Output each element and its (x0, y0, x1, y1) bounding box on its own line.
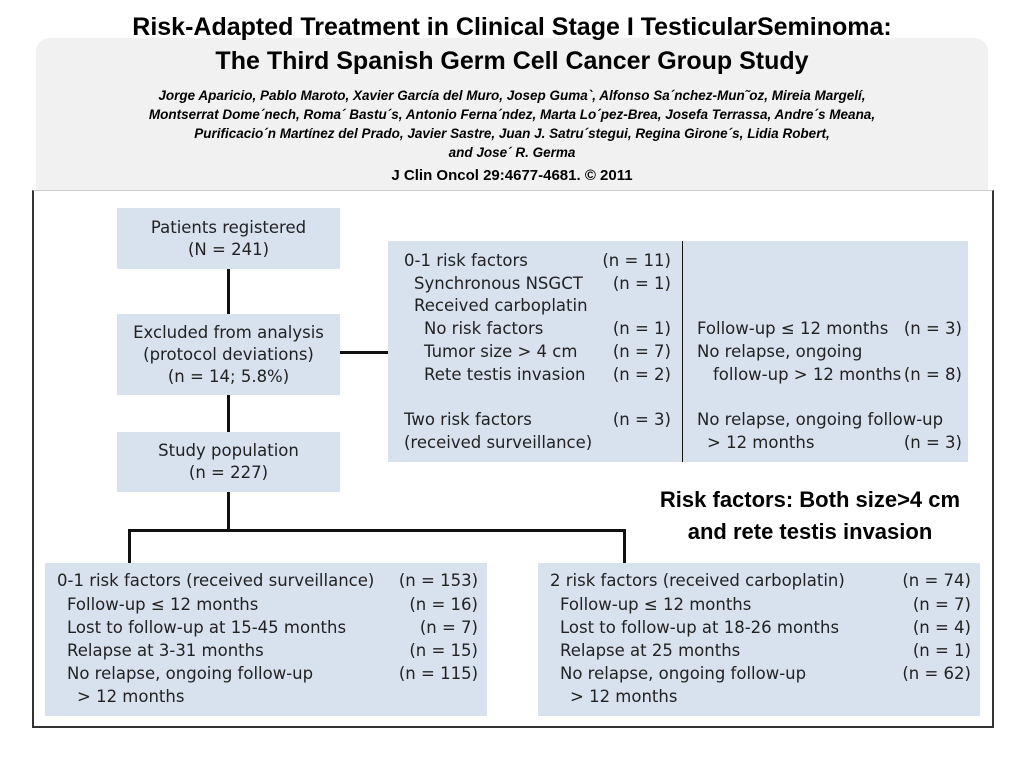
flow-box (117, 432, 340, 492)
row-label: Received carboplatin (414, 296, 588, 315)
row-label: No relapse, ongoing follow-up (560, 664, 807, 683)
authors-line: Montserrat Dome´nech, Roma´ Bastu´s, Ant… (148, 107, 876, 122)
detail-box (388, 241, 968, 462)
row-count: (n = 3) (612, 410, 671, 429)
row-label: Rete testis invasion (424, 365, 586, 384)
row-label: 2 risk factors (received carboplatin) (550, 571, 845, 590)
header-panel (36, 38, 988, 208)
row-label: Relapse at 3-31 months (67, 641, 264, 660)
row-label: No relapse, ongoing (697, 342, 863, 361)
citation: J Clin Oncol 29:4677-4681. © 2011 (391, 167, 633, 184)
row-label: > 12 months (77, 687, 185, 706)
row-label: Two risk factors (404, 410, 532, 429)
flow-text: Excluded from analysis (133, 322, 324, 342)
row-label: Synchronous NSGCT (414, 274, 583, 293)
row-label: No relapse, ongoing follow-up (67, 664, 314, 683)
flow-text: (n = 227) (188, 463, 269, 482)
group-box (45, 563, 487, 716)
flow-text: (protocol deviations) (143, 344, 314, 364)
flow-text: Patients registered (150, 217, 307, 237)
authors-line: Jorge Aparicio, Pablo Maroto, Xavier Gar… (158, 88, 866, 103)
row-count: (n = 7) (419, 618, 478, 637)
row-label: No risk factors (424, 319, 544, 338)
flow-box (117, 208, 340, 269)
row-label: > 12 months (707, 433, 815, 452)
connector (128, 529, 626, 532)
row-label: (received surveillance) (404, 433, 593, 452)
row-label: 0-1 risk factors (received surveillance) (57, 571, 375, 590)
row-label: Lost to follow-up at 15-45 months (67, 618, 347, 637)
authors-line: Purificacio´n Martínez del Prado, Javier… (194, 126, 830, 141)
row-count: (n = 3) (903, 319, 962, 338)
row-count: (n = 74) (902, 571, 971, 590)
row-count: (n = 4) (912, 618, 971, 637)
row-count: (n = 153) (398, 571, 478, 590)
row-label: No relapse, ongoing follow-up (697, 410, 944, 429)
row-label: 0-1 risk factors (404, 251, 528, 270)
row-label: Follow-up ≤ 12 months (67, 595, 259, 614)
note-line: and rete testis invasion (687, 519, 933, 544)
flow-text: (N = 241) (187, 239, 270, 259)
row-count: (n = 11) (602, 251, 671, 270)
row-count: (n = 16) (409, 595, 478, 614)
connector (340, 351, 388, 354)
title-line: The Third Spanish Germ Cell Cancer Group… (215, 47, 809, 75)
row-count: (n = 7) (612, 342, 671, 361)
flow-box (117, 314, 340, 395)
row-label: Relapse at 25 months (560, 641, 741, 660)
connector (128, 529, 131, 563)
row-count: (n = 1) (912, 641, 971, 660)
authors-line: and Jose´ R. Germa (448, 145, 576, 160)
divider (682, 241, 683, 462)
row-label: Lost to follow-up at 18-26 months (560, 618, 840, 637)
row-count: (n = 1) (612, 319, 671, 338)
row-count: (n = 3) (903, 433, 962, 452)
row-label: Follow-up ≤ 12 months (560, 595, 752, 614)
row-count: (n = 15) (409, 641, 478, 660)
connector (227, 269, 230, 531)
row-label: follow-up > 12 months (713, 365, 902, 384)
flow-text: Study population (158, 441, 299, 460)
connector (623, 529, 626, 563)
row-label: Tumor size > 4 cm (424, 342, 578, 361)
group-box (538, 563, 980, 716)
note-line: Risk factors: Both size>4 cm (659, 487, 961, 512)
row-count: (n = 7) (912, 595, 971, 614)
row-label: > 12 months (570, 687, 678, 706)
row-count: (n = 8) (903, 365, 962, 384)
row-count: (n = 2) (612, 365, 671, 384)
flow-text: (n = 14; 5.8%) (167, 366, 290, 386)
title-line: Risk-Adapted Treatment in Clinical Stage… (132, 13, 892, 41)
row-count: (n = 1) (612, 274, 671, 293)
row-count: (n = 115) (398, 664, 478, 683)
row-count: (n = 62) (902, 664, 971, 683)
row-label: Follow-up ≤ 12 months (697, 319, 889, 338)
